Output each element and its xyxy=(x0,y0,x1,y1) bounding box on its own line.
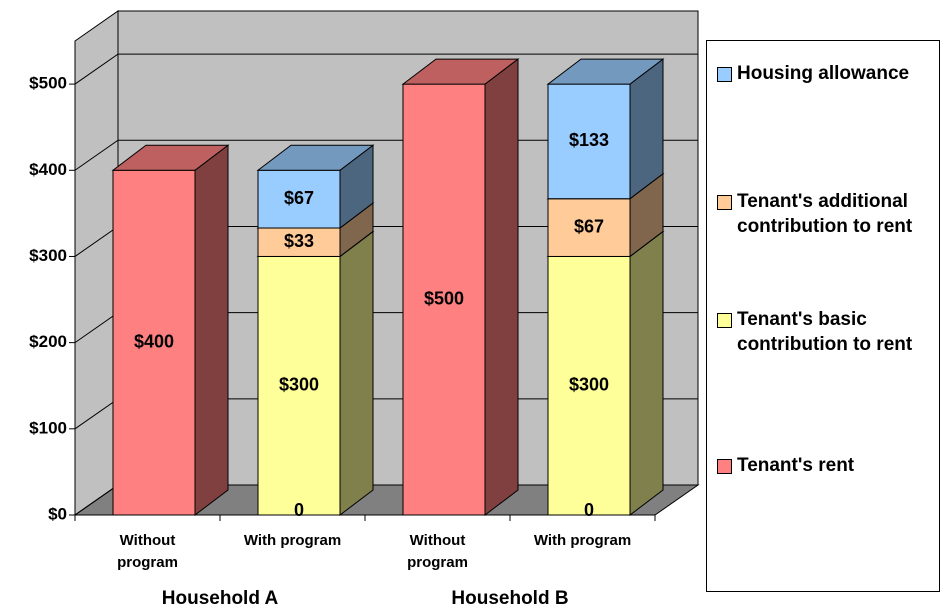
legend-item: Tenant's rent xyxy=(717,453,941,478)
bar xyxy=(402,83,486,516)
data-label: $67 xyxy=(574,216,604,236)
y-tick-label: $200 xyxy=(29,332,67,351)
legend-swatch xyxy=(717,313,732,328)
bar-top xyxy=(111,144,230,171)
bar xyxy=(547,83,631,200)
bar-side xyxy=(629,230,664,517)
y-tick-label: $100 xyxy=(29,418,67,437)
bar-top xyxy=(401,58,520,85)
x-tick-label: With program xyxy=(533,532,632,549)
data-label: $67 xyxy=(284,188,314,208)
data-label: $33 xyxy=(284,231,314,251)
bar-side xyxy=(339,230,374,517)
bar xyxy=(547,255,631,516)
bar-side xyxy=(484,58,519,517)
bar-side xyxy=(194,144,229,517)
data-label: 0 xyxy=(294,500,304,520)
grid-line xyxy=(74,53,698,85)
data-label: $400 xyxy=(134,331,174,351)
group-label: Household A xyxy=(161,588,279,609)
y-tick-label: $500 xyxy=(29,74,67,93)
y-tick-label: $400 xyxy=(29,160,67,179)
bar-top xyxy=(256,144,375,171)
side-wall xyxy=(74,10,119,516)
bar xyxy=(257,169,341,229)
data-label: $500 xyxy=(424,288,464,308)
legend-swatch xyxy=(717,195,732,210)
legend-swatch xyxy=(717,67,732,82)
data-label: $300 xyxy=(279,374,319,394)
group-label: Household B xyxy=(451,588,569,609)
data-label: $133 xyxy=(569,130,609,150)
y-tick-label: $300 xyxy=(29,246,67,265)
legend-label: Tenant's rent xyxy=(737,455,855,476)
x-tick-label: With program xyxy=(243,532,342,549)
x-tick-label: Without program xyxy=(117,532,178,571)
legend-swatch xyxy=(717,459,732,474)
legend-label: Tenant's basic contribution to rent xyxy=(737,309,913,355)
legend-item: Tenant's additional contribution to rent xyxy=(717,189,941,239)
data-label: $300 xyxy=(569,374,609,394)
y-tick-label: $0 xyxy=(48,504,67,523)
legend-label: Housing allowance xyxy=(737,63,910,84)
legend: Housing allowance Tenant's additional con… xyxy=(706,40,940,592)
legend-label: Tenant's additional contribution to rent xyxy=(737,191,913,237)
legend-item: Housing allowance xyxy=(717,61,941,86)
x-tick-label: Without program xyxy=(407,532,468,571)
bar xyxy=(112,169,196,516)
data-label: 0 xyxy=(584,500,594,520)
bar-top xyxy=(546,58,665,85)
bar xyxy=(547,198,631,257)
legend-item: Tenant's basic contribution to rent xyxy=(717,307,941,357)
